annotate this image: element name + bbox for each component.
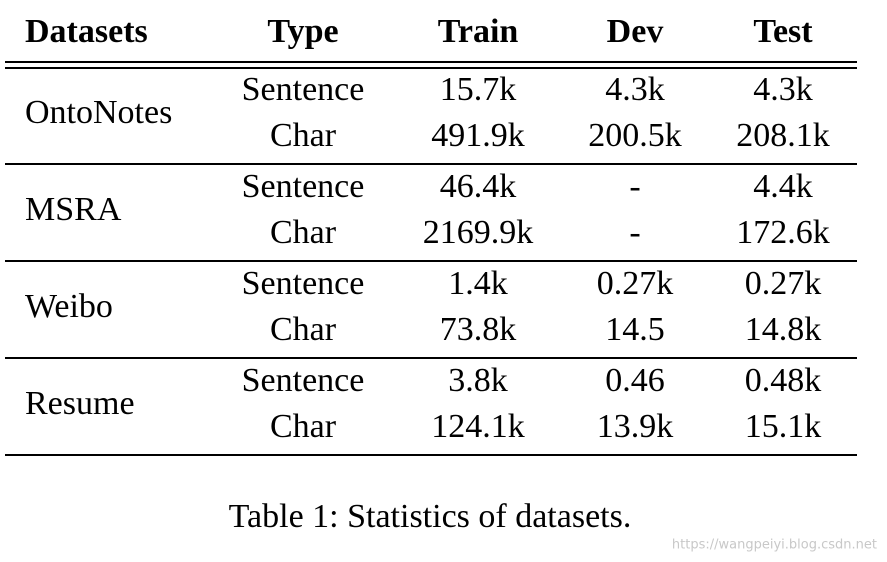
table-cell: 4.4k — [753, 168, 813, 205]
table-cell: 2169.9k — [422, 214, 534, 251]
table-cell: Char — [269, 311, 337, 348]
table-cell: 14.8k — [744, 311, 822, 348]
caption: Table 1: Statistics of datasets. — [228, 498, 632, 535]
header-cell: Datasets — [25, 13, 148, 50]
table-cell: 200.5k — [588, 117, 682, 154]
table-cell: Sentence — [241, 168, 365, 205]
table-cell: - — [629, 214, 641, 251]
table-cell: 0.46 — [605, 362, 665, 399]
table-cell: 13.9k — [596, 408, 674, 445]
table-cell: 491.9k — [431, 117, 525, 154]
row-rule — [5, 163, 857, 165]
header-cell: Train — [437, 13, 519, 50]
table-cell: 3.8k — [448, 362, 508, 399]
table-cell: 1.4k — [448, 265, 508, 302]
header-cell: Test — [753, 13, 813, 50]
table-cell: 73.8k — [439, 311, 517, 348]
top-rule — [5, 61, 857, 63]
table-cell: 4.3k — [605, 71, 665, 108]
table-cell: Sentence — [241, 265, 365, 302]
table-cell: 46.4k — [439, 168, 517, 205]
table-cell: 14.5 — [605, 311, 665, 348]
table-cell: Sentence — [241, 362, 365, 399]
dataset-name: Weibo — [25, 288, 113, 325]
table-cell: 0.48k — [744, 362, 822, 399]
watermark: https://wangpeiyi.blog.csdn.net — [671, 537, 877, 553]
table-cell: 172.6k — [736, 214, 830, 251]
table-cell: 0.27k — [596, 265, 674, 302]
table-cell: Char — [269, 408, 337, 445]
table-cell: Char — [269, 117, 337, 154]
table-cell: Sentence — [241, 71, 365, 108]
row-rule — [5, 454, 857, 456]
header-cell: Type — [267, 13, 339, 50]
table-cell: 15.7k — [439, 71, 517, 108]
table-cell: Char — [269, 214, 337, 251]
table-cell: 124.1k — [431, 408, 525, 445]
dataset-name: MSRA — [25, 191, 122, 228]
table-cell: 4.3k — [753, 71, 813, 108]
table-cell: - — [629, 168, 641, 205]
row-rule — [5, 357, 857, 359]
dataset-name: Resume — [25, 385, 135, 422]
header-cell: Dev — [606, 13, 664, 50]
table-cell: 208.1k — [736, 117, 830, 154]
top-rule — [5, 67, 857, 69]
dataset-name: OntoNotes — [25, 94, 173, 131]
table-cell: 15.1k — [744, 408, 822, 445]
table-cell: 0.27k — [744, 265, 822, 302]
row-rule — [5, 260, 857, 262]
